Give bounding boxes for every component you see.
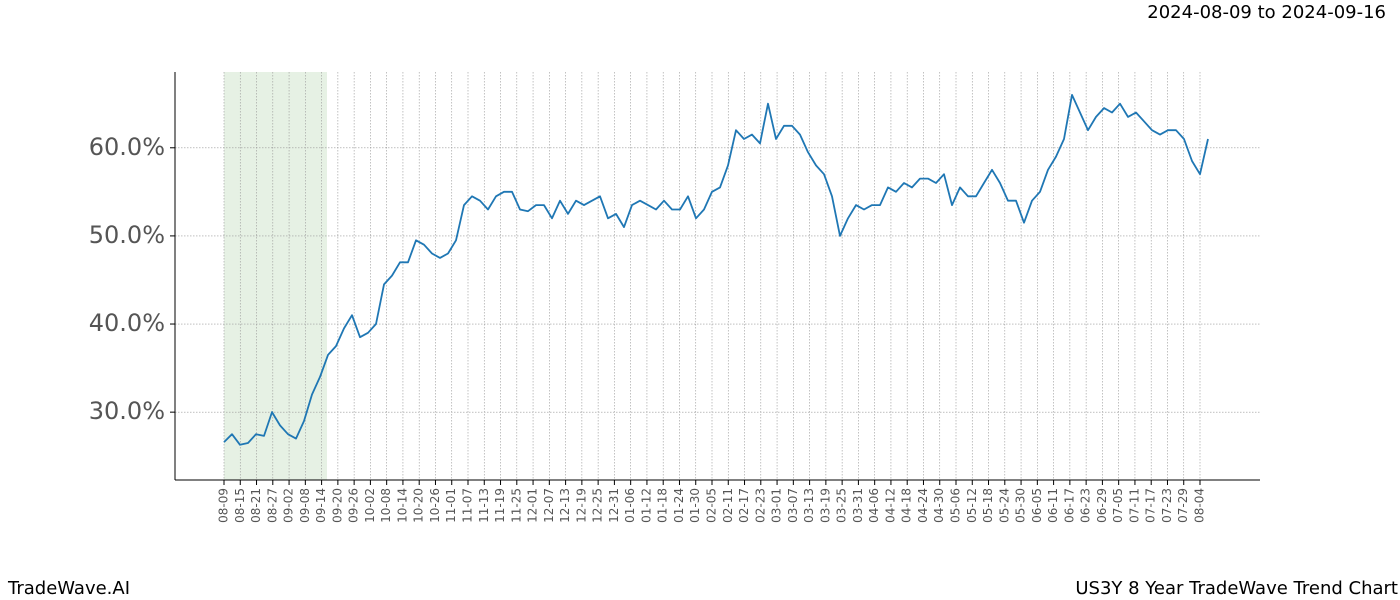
x-tick-label: 01-24 (672, 488, 686, 523)
x-tick-label: 04-30 (932, 488, 946, 523)
y-tick-label: 60.0% (89, 133, 165, 161)
x-tick-label: 10-02 (363, 488, 377, 523)
x-tick-label: 12-13 (558, 488, 572, 523)
x-tick-label: 03-19 (818, 488, 832, 523)
x-tick-label: 08-21 (249, 488, 263, 523)
x-tick-label: 03-31 (851, 488, 865, 523)
x-tick-label: 07-17 (1144, 488, 1158, 523)
x-tick-label: 03-01 (770, 488, 784, 523)
x-tick-label: 10-08 (379, 488, 393, 523)
x-tick-label: 12-25 (591, 488, 605, 523)
x-tick-label: 12-31 (607, 488, 621, 523)
x-tick-label: 04-24 (916, 488, 930, 523)
x-tick-label: 08-27 (265, 488, 279, 523)
y-tick-label: 50.0% (89, 221, 165, 249)
x-tick-label: 09-26 (347, 488, 361, 523)
x-tick-label: 09-08 (298, 488, 312, 523)
x-tick-label: 12-07 (542, 488, 556, 523)
series-line (223, 94, 1209, 446)
brand: TradeWave.AI (7, 578, 130, 599)
x-tick-label: 12-19 (574, 488, 588, 523)
chart-title: US3Y 8 Year TradeWave Trend Chart (1075, 578, 1398, 599)
x-tick-label: 01-18 (656, 488, 670, 523)
x-tick-label: 06-05 (1030, 488, 1044, 523)
x-tick-label: 06-11 (1046, 488, 1060, 523)
x-tick-label: 11-25 (509, 488, 523, 523)
x-tick-label: 02-11 (721, 488, 735, 523)
x-tick-label: 04-06 (867, 488, 881, 523)
y-tick-label: 30.0% (89, 397, 165, 425)
x-tick-label: 03-25 (835, 488, 849, 523)
x-tick-label: 05-30 (1014, 488, 1028, 523)
x-tick-label: 02-05 (705, 488, 719, 523)
x-tick-label: 10-14 (395, 488, 409, 523)
x-tick-label: 04-18 (900, 488, 914, 523)
x-tick-label: 04-12 (883, 488, 897, 523)
x-tick-label: 10-26 (428, 488, 442, 523)
x-tick-label: 03-07 (786, 488, 800, 523)
y-tick-label: 40.0% (89, 309, 165, 337)
x-tick-label: 03-13 (802, 488, 816, 523)
x-tick-label: 09-02 (282, 488, 296, 523)
x-tick-label: 08-04 (1193, 488, 1207, 523)
x-tick-label: 07-23 (1160, 488, 1174, 523)
x-tick-label: 08-09 (217, 488, 231, 523)
x-tick-label: 05-06 (949, 488, 963, 523)
x-tick-label: 01-30 (688, 488, 702, 523)
x-tick-label: 05-18 (981, 488, 995, 523)
x-tick-label: 07-05 (1111, 488, 1125, 523)
x-tick-label: 01-06 (623, 488, 637, 523)
x-tick-label: 11-19 (493, 488, 507, 523)
x-tick-label: 02-23 (753, 488, 767, 523)
x-tick-label: 09-20 (330, 488, 344, 523)
x-tick-label: 05-12 (965, 488, 979, 523)
x-tick-label: 01-12 (639, 488, 653, 523)
x-tick-label: 06-29 (1095, 488, 1109, 523)
x-tick-label: 06-17 (1062, 488, 1076, 523)
x-tick-label: 11-13 (477, 488, 491, 523)
x-tick-label: 10-20 (412, 488, 426, 523)
x-tick-label: 07-11 (1127, 488, 1141, 523)
x-tick-label: 06-23 (1079, 488, 1093, 523)
date-range: 2024-08-09 to 2024-09-16 (1147, 2, 1386, 23)
x-tick-label: 05-24 (997, 488, 1011, 523)
x-tick-label: 09-14 (314, 488, 328, 523)
x-tick-label: 02-17 (737, 488, 751, 523)
x-tick-label: 08-15 (233, 488, 247, 523)
x-tick-label: 07-29 (1176, 488, 1190, 523)
x-tick-label: 11-01 (444, 488, 458, 523)
x-tick-label: 11-07 (461, 488, 475, 523)
x-tick-label: 12-01 (526, 488, 540, 523)
